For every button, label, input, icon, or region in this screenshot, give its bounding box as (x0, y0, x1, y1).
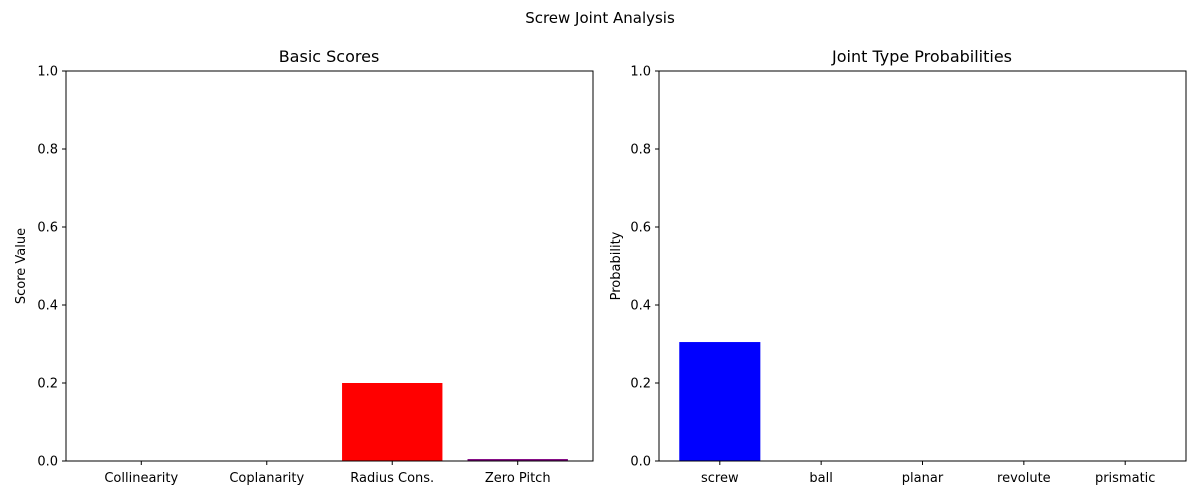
y-tick-label: 0.4 (37, 299, 58, 314)
x-tick-label: Radius Cons. (350, 471, 434, 486)
y-tick-label: 0.0 (37, 455, 58, 470)
y-tick-label: 0.4 (630, 299, 651, 314)
figure-suptitle: Screw Joint Analysis (525, 9, 675, 27)
y-tick-label: 1.0 (630, 65, 651, 80)
x-tick-label: screw (701, 471, 739, 486)
x-tick-label: revolute (997, 471, 1051, 486)
y-tick-label: 0.8 (630, 143, 651, 158)
x-tick-label: Zero Pitch (485, 471, 551, 486)
bars-layer (342, 383, 568, 461)
chart-title: Joint Type Probabilities (831, 47, 1012, 66)
y-tick-label: 0.6 (630, 221, 651, 236)
plot-frame (65, 70, 594, 462)
x-tick-label: planar (902, 471, 944, 486)
y-tick-label: 0.8 (37, 143, 58, 158)
x-tick-label: prismatic (1095, 471, 1155, 486)
y-tick-label: 0.6 (37, 221, 58, 236)
y-tick-label: 1.0 (37, 65, 58, 80)
x-tick-label: Coplanarity (229, 471, 304, 486)
bar-zero-pitch (467, 459, 568, 461)
bars-layer (679, 342, 761, 461)
y-tick-label: 0.2 (630, 377, 651, 392)
bar-screw (679, 342, 761, 461)
x-tick-label: Collinearity (104, 471, 178, 486)
chart-joint-type-probabilities: Joint Type Probabilities Probability 0.0… (609, 47, 1187, 487)
y-tick-label: 0.0 (630, 455, 651, 470)
y-tick-label: 0.2 (37, 377, 58, 392)
ticks-layer: 0.0 0.2 0.4 0.6 0.8 1.0 screw ball planar revolut… (630, 65, 1155, 487)
chart-basic-scores: Basic Scores Score Value 0.0 0.2 0.4 0.6 0.8… (14, 47, 594, 487)
ticks-layer: 0.0 0.2 0.4 0.6 0.8 1.0 Collinearity Coplanarit… (37, 65, 550, 487)
y-axis-label: Score Value (14, 228, 29, 304)
bar-radius-cons- (342, 383, 443, 461)
y-axis-label: Probability (609, 231, 624, 300)
x-tick-label: ball (809, 471, 832, 486)
chart-title: Basic Scores (279, 47, 380, 66)
